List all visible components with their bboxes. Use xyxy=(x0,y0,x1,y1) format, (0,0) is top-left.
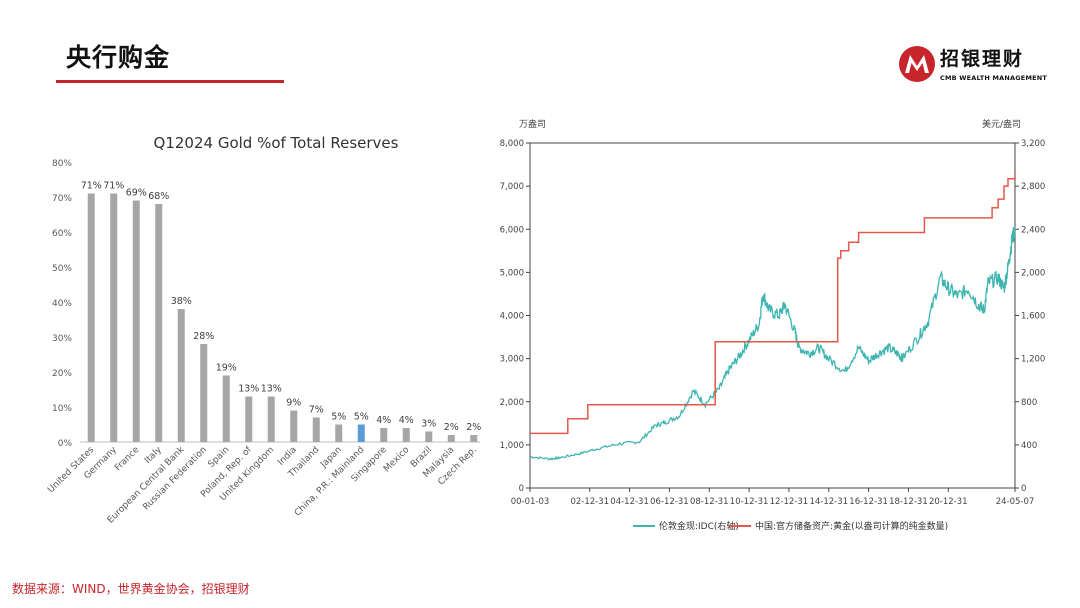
bar xyxy=(380,428,388,442)
right-y-tick-label: 800 xyxy=(1021,398,1037,408)
data-source-note: 数据来源：WIND，世界黄金协会，招银理财 xyxy=(12,582,250,596)
x-tick-label: 00-01-03 xyxy=(511,497,550,507)
left-y-tick-label: 7,000 xyxy=(500,182,524,192)
right-axis-unit: 美元/盎司 xyxy=(982,118,1021,130)
gold-reserves-bar-chart: Q12024 Gold %of Total Reserves 0% 10% 20% 3… xyxy=(46,134,481,526)
left-axis-unit: 万盎司 xyxy=(519,118,546,130)
bar xyxy=(335,424,343,442)
x-tick-label: 04-12-31 xyxy=(610,497,649,507)
brand-name: 招银理财 xyxy=(940,48,1025,70)
bar-value-label: 68% xyxy=(148,191,169,202)
left-y-tick-label: 8,000 xyxy=(500,139,524,149)
title-underline xyxy=(56,80,284,83)
bar-value-label: 5% xyxy=(331,412,346,423)
bar-value-label: 4% xyxy=(376,415,391,426)
right-y-tick-label: 1,200 xyxy=(1021,355,1045,365)
left-y-tick-label: 6,000 xyxy=(500,225,524,235)
left-y-tick-label: 3,000 xyxy=(500,355,524,365)
right-y-tick-label: 1,600 xyxy=(1021,312,1045,322)
right-y-tick-label: 400 xyxy=(1021,441,1037,451)
bar-value-label: 69% xyxy=(126,188,147,199)
bar-y-tick-label: 10% xyxy=(52,404,72,414)
legend: 伦敦金现:IDC(右轴) 中国:官方储备资产:黄金(以盎司计算的纯金数量) xyxy=(633,520,948,532)
bar xyxy=(357,424,365,442)
x-tick-label: 16-12-31 xyxy=(849,497,888,507)
bar-category-label: France xyxy=(113,445,142,474)
bar-y-tick-label: 40% xyxy=(52,299,72,309)
bar-value-label: 7% xyxy=(309,405,324,416)
bar-value-label: 13% xyxy=(261,384,282,395)
legend-label-china-reserve: 中国:官方储备资产:黄金(以盎司计算的纯金数量) xyxy=(755,520,948,532)
left-y-tick-label: 2,000 xyxy=(500,398,524,408)
bar-value-label: 19% xyxy=(216,363,237,374)
bar xyxy=(87,193,95,442)
bar xyxy=(425,431,433,442)
bar xyxy=(447,435,455,442)
bar xyxy=(132,200,140,442)
bar-category-label: Mexico xyxy=(382,445,412,475)
x-tick-label: 10-12-31 xyxy=(730,497,769,507)
bar-y-tick-label: 80% xyxy=(52,159,72,169)
right-y-tick-label: 2,000 xyxy=(1021,268,1045,278)
bar xyxy=(222,375,230,442)
bar-y-tick-label: 50% xyxy=(52,264,72,274)
gold-price-reserve-line-chart: 万盎司 美元/盎司 0 1,000 2,000 3,000 4,000 5,000 6,00… xyxy=(500,118,1046,532)
page-title: 央行购金 xyxy=(66,43,171,72)
bar xyxy=(155,204,163,442)
right-y-tick-label: 2,800 xyxy=(1021,182,1045,192)
x-tick-label: 20-12-31 xyxy=(929,497,968,507)
bar-value-label: 13% xyxy=(238,384,259,395)
brand-logo-icon xyxy=(899,46,935,82)
x-tick-label: 24-05-07 xyxy=(996,497,1035,507)
china-gold-reserve-line xyxy=(530,174,1016,435)
x-tick-label: 14-12-31 xyxy=(809,497,848,507)
x-tick-label: 18-12-31 xyxy=(889,497,928,507)
x-tick-label: 08-12-31 xyxy=(690,497,729,507)
bar-chart-title: Q12024 Gold %of Total Reserves xyxy=(154,134,399,152)
left-y-tick-label: 0 xyxy=(519,484,524,494)
bar-value-label: 38% xyxy=(171,296,192,307)
bar xyxy=(290,410,298,442)
bar-value-label: 4% xyxy=(399,415,414,426)
bar-value-label: 71% xyxy=(103,181,124,192)
legend-label-gold-price: 伦敦金现:IDC(右轴) xyxy=(659,520,739,532)
bar xyxy=(200,344,208,442)
bar xyxy=(177,309,185,442)
bar xyxy=(470,435,478,442)
bar xyxy=(110,193,118,442)
bar-value-label: 5% xyxy=(354,412,369,423)
bar-y-tick-label: 20% xyxy=(52,369,72,379)
left-y-tick-label: 1,000 xyxy=(500,441,524,451)
bar xyxy=(402,428,410,442)
bar-value-label: 2% xyxy=(444,422,459,433)
bar-y-tick-label: 60% xyxy=(52,229,72,239)
bar-value-label: 2% xyxy=(466,422,481,433)
bar-value-label: 71% xyxy=(81,181,102,192)
right-y-tick-label: 0 xyxy=(1021,484,1026,494)
x-tick-label: 12-12-31 xyxy=(770,497,809,507)
bar-y-tick-label: 70% xyxy=(52,194,72,204)
brand-subtitle: CMB WEALTH MANAGEMENT xyxy=(940,74,1048,82)
bar xyxy=(267,396,275,442)
bar-y-tick-label: 30% xyxy=(52,334,72,344)
bar-value-label: 3% xyxy=(421,419,436,430)
bar xyxy=(245,396,253,442)
right-y-tick-label: 3,200 xyxy=(1021,139,1045,149)
bar-y-tick-label: 0% xyxy=(58,439,73,449)
bar-value-label: 28% xyxy=(193,331,214,342)
bar-value-label: 9% xyxy=(286,398,301,409)
left-y-tick-label: 5,000 xyxy=(500,268,524,278)
x-tick-label: 06-12-31 xyxy=(650,497,689,507)
right-y-tick-label: 2,400 xyxy=(1021,225,1045,235)
gold-price-line xyxy=(530,227,1016,461)
x-tick-label: 02-12-31 xyxy=(570,497,609,507)
bar xyxy=(312,417,320,442)
left-y-tick-label: 4,000 xyxy=(500,312,524,322)
